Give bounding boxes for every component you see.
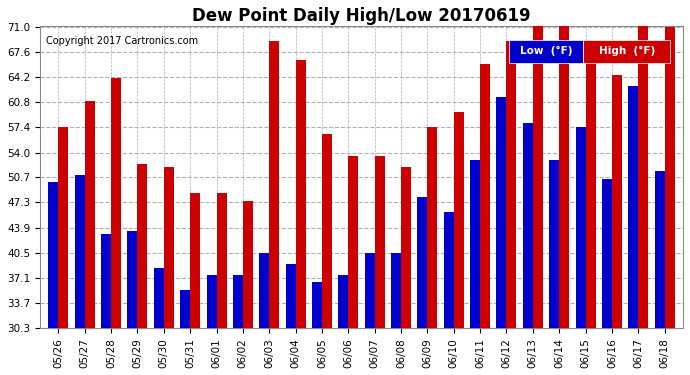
Bar xyxy=(48,182,59,328)
Text: High  (°F): High (°F) xyxy=(599,46,655,57)
Bar xyxy=(348,156,358,328)
Bar xyxy=(533,23,543,328)
Bar xyxy=(190,194,200,328)
FancyBboxPatch shape xyxy=(583,40,670,63)
Bar xyxy=(602,178,612,328)
Bar xyxy=(85,101,95,328)
Bar xyxy=(470,160,480,328)
Bar xyxy=(111,78,121,328)
Bar xyxy=(454,112,464,328)
Bar xyxy=(101,234,111,328)
Bar xyxy=(559,23,569,328)
Bar xyxy=(496,97,506,328)
Bar xyxy=(312,282,322,328)
FancyBboxPatch shape xyxy=(509,40,583,63)
Bar xyxy=(243,201,253,328)
Bar xyxy=(364,253,375,328)
Bar xyxy=(137,164,148,328)
Title: Dew Point Daily High/Low 20170619: Dew Point Daily High/Low 20170619 xyxy=(193,7,531,25)
Bar xyxy=(295,60,306,328)
Bar xyxy=(480,64,490,328)
Bar xyxy=(549,160,559,328)
Bar xyxy=(322,134,332,328)
Bar xyxy=(206,275,217,328)
Bar xyxy=(523,123,533,328)
Bar xyxy=(164,168,174,328)
Bar xyxy=(59,127,68,328)
Bar xyxy=(286,264,295,328)
Bar xyxy=(233,275,243,328)
Bar xyxy=(638,23,649,328)
Bar xyxy=(417,197,427,328)
Bar xyxy=(664,27,675,328)
Bar xyxy=(75,175,85,328)
Bar xyxy=(506,41,517,328)
Bar xyxy=(180,290,190,328)
Bar xyxy=(154,268,164,328)
Text: Copyright 2017 Cartronics.com: Copyright 2017 Cartronics.com xyxy=(46,36,199,45)
Bar xyxy=(655,171,664,328)
Text: Low  (°F): Low (°F) xyxy=(520,46,573,57)
Bar xyxy=(128,231,137,328)
Bar xyxy=(217,194,226,328)
Bar xyxy=(586,45,595,328)
Bar xyxy=(269,41,279,328)
Bar xyxy=(628,86,638,328)
Bar xyxy=(259,253,269,328)
Bar xyxy=(338,275,348,328)
Bar xyxy=(375,156,385,328)
Bar xyxy=(575,127,586,328)
Bar xyxy=(444,212,454,328)
Bar xyxy=(427,127,437,328)
Bar xyxy=(391,253,401,328)
Bar xyxy=(401,168,411,328)
Bar xyxy=(612,75,622,328)
